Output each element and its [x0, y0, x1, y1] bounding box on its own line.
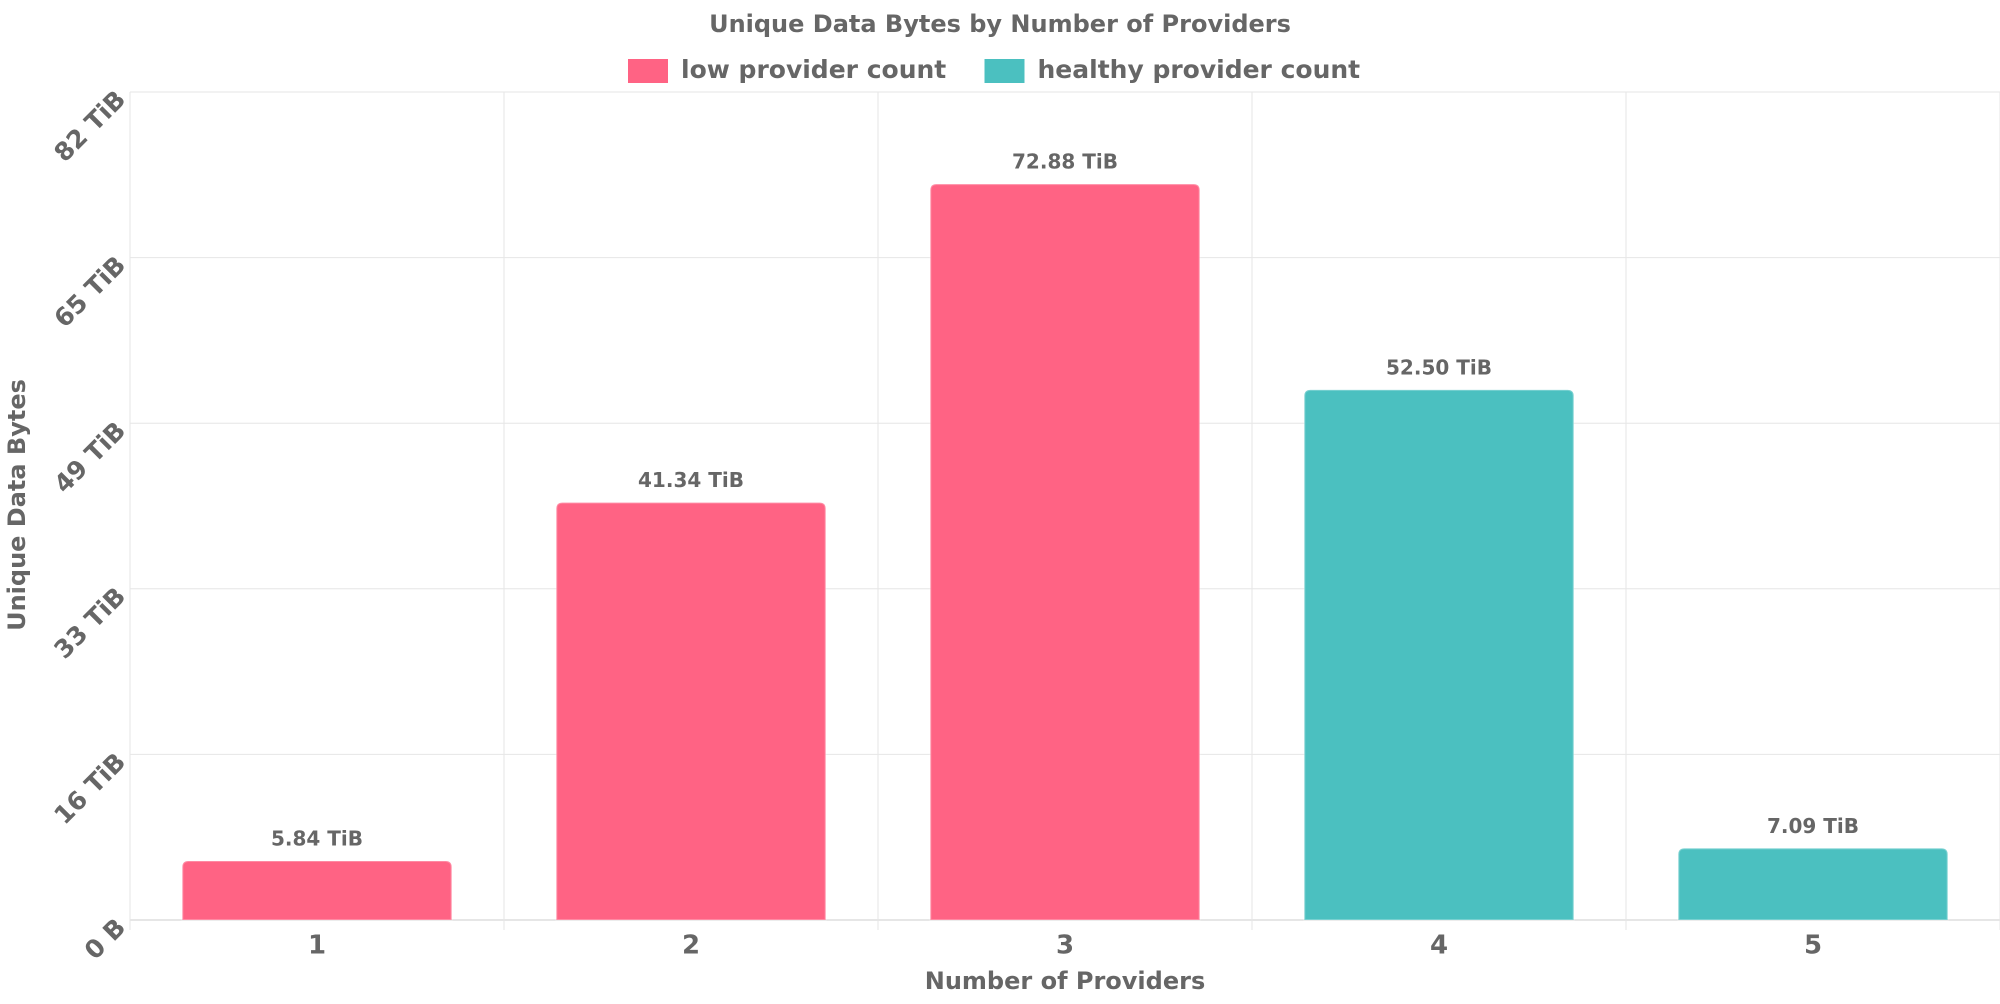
y-tick-label: 0 B — [79, 913, 131, 965]
y-tick-label: 16 TiB — [48, 747, 131, 830]
x-axis-label: Number of Providers — [925, 967, 1205, 995]
legend: low provider count healthy provider count — [628, 55, 1360, 84]
legend-swatch — [984, 59, 1025, 83]
data-labels: 5.84 TiB 41.34 TiB 72.88 TiB 52.50 TiB 7.09 … — [271, 150, 1859, 851]
x-tick-label: 5 — [1804, 931, 1822, 961]
bar-value-label: 5.84 TiB — [271, 827, 363, 851]
bar-value-label: 7.09 TiB — [1767, 814, 1859, 838]
x-tick-label: 1 — [308, 931, 326, 961]
bar — [1303, 388, 1575, 921]
bar — [555, 501, 827, 921]
y-axis-label: Unique Data Bytes — [3, 379, 31, 631]
bar — [1677, 847, 1949, 921]
bar — [181, 860, 453, 921]
bars — [181, 183, 1949, 921]
y-tick-label: 49 TiB — [48, 416, 131, 499]
bar-value-label: 41.34 TiB — [638, 468, 744, 492]
x-tick-label: 4 — [1430, 931, 1448, 961]
x-axis-ticks: 1 2 3 4 5 — [308, 931, 1822, 961]
legend-label: low provider count — [681, 55, 946, 84]
legend-swatch — [628, 59, 668, 83]
bar-value-label: 72.88 TiB — [1012, 150, 1118, 174]
chart-title: Unique Data Bytes by Number of Providers — [709, 10, 1291, 38]
y-axis-ticks: 0 B 16 TiB 33 TiB 49 TiB 65 TiB 82 TiB — [48, 85, 131, 965]
x-tick-label: 3 — [1056, 931, 1074, 961]
legend-label: healthy provider count — [1038, 55, 1361, 84]
y-tick-label: 82 TiB — [48, 85, 131, 168]
y-tick-label: 33 TiB — [48, 581, 131, 664]
y-tick-label: 65 TiB — [48, 250, 131, 333]
bar — [929, 183, 1201, 921]
x-tick-label: 2 — [682, 931, 700, 961]
bar-value-label: 52.50 TiB — [1386, 355, 1492, 379]
